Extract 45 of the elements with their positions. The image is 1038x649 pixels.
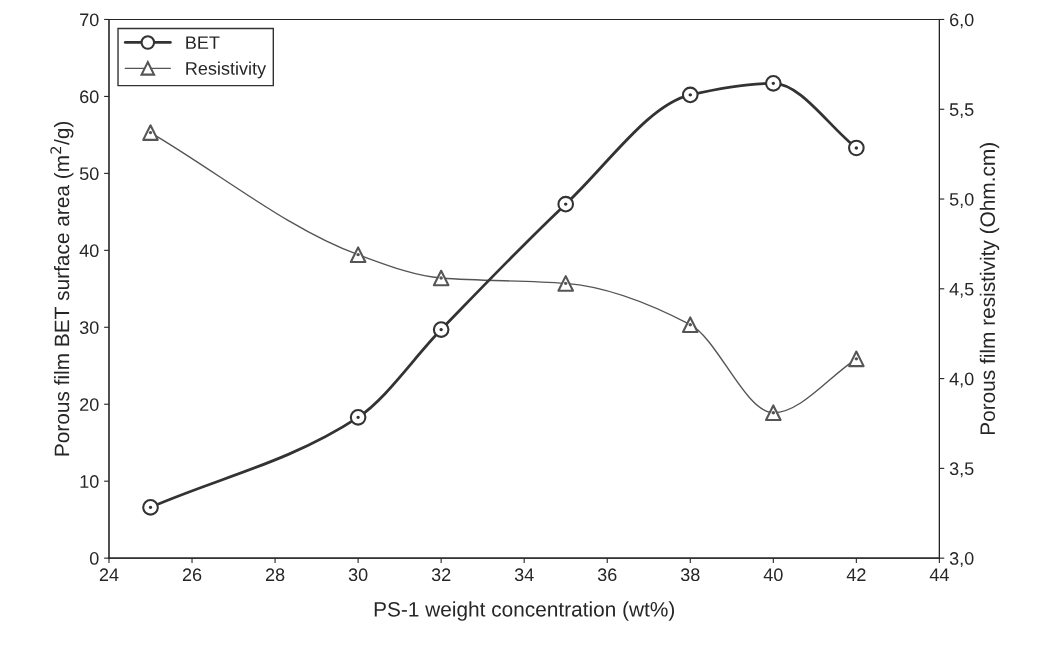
y2-tick-label: 3,5: [949, 462, 974, 478]
x-tick-label: 30: [348, 568, 368, 582]
legend-label: BET: [186, 36, 220, 49]
point: [349, 408, 367, 426]
point: [142, 124, 159, 141]
point: [848, 350, 865, 368]
x-tick-label: 36: [597, 568, 617, 582]
point: [681, 316, 699, 334]
point: [349, 246, 367, 264]
x-tick-label: 40: [763, 568, 783, 582]
y2-tick-label: 4,0: [949, 372, 974, 388]
x-tick-label: 32: [431, 568, 451, 582]
x-tick-label: 44: [929, 568, 949, 581]
x-tick-label: 26: [182, 568, 202, 582]
y-tick-label: 10: [80, 475, 99, 488]
point: [432, 321, 450, 338]
point: [848, 139, 865, 157]
x-axis-title: PS-1 weight concentration (wt%): [374, 601, 675, 621]
y-tick-label: 70: [80, 13, 99, 27]
y2-tick-label: 4,5: [949, 282, 974, 298]
point: [432, 269, 450, 287]
y-tick-label: 60: [80, 90, 99, 104]
y-tick-label: 50: [79, 167, 99, 181]
point: [764, 75, 782, 92]
y2-tick-label: 5,5: [949, 103, 974, 119]
y-tick-label: 30: [79, 321, 99, 334]
x-tick-label: 42: [846, 568, 866, 581]
x-tick-label: 38: [680, 568, 700, 582]
y2-tick-label: 6,0: [950, 13, 974, 29]
y2-tick-label: 3,0: [949, 552, 974, 567]
point: [764, 404, 782, 422]
y-axis-title: Porous film BET surface area (m$^{2}$/g): [50, 121, 74, 456]
point: [142, 499, 159, 516]
x-tick-label: 28: [265, 568, 285, 582]
x-tick-label: 34: [514, 568, 534, 582]
y2-axis-title: Porous film resistivity (Ohm.cm): [979, 143, 1000, 435]
y-tick-label: 0: [89, 552, 99, 565]
legend-label: Resistivity: [186, 61, 267, 79]
point: [557, 275, 575, 292]
point: [681, 86, 699, 104]
x-tick-label: 24: [99, 568, 119, 581]
y2-tick-label: 5,0: [949, 192, 974, 208]
y-tick-label: 40: [79, 244, 99, 258]
point: [557, 195, 575, 213]
y-tick-label: 20: [80, 398, 99, 411]
